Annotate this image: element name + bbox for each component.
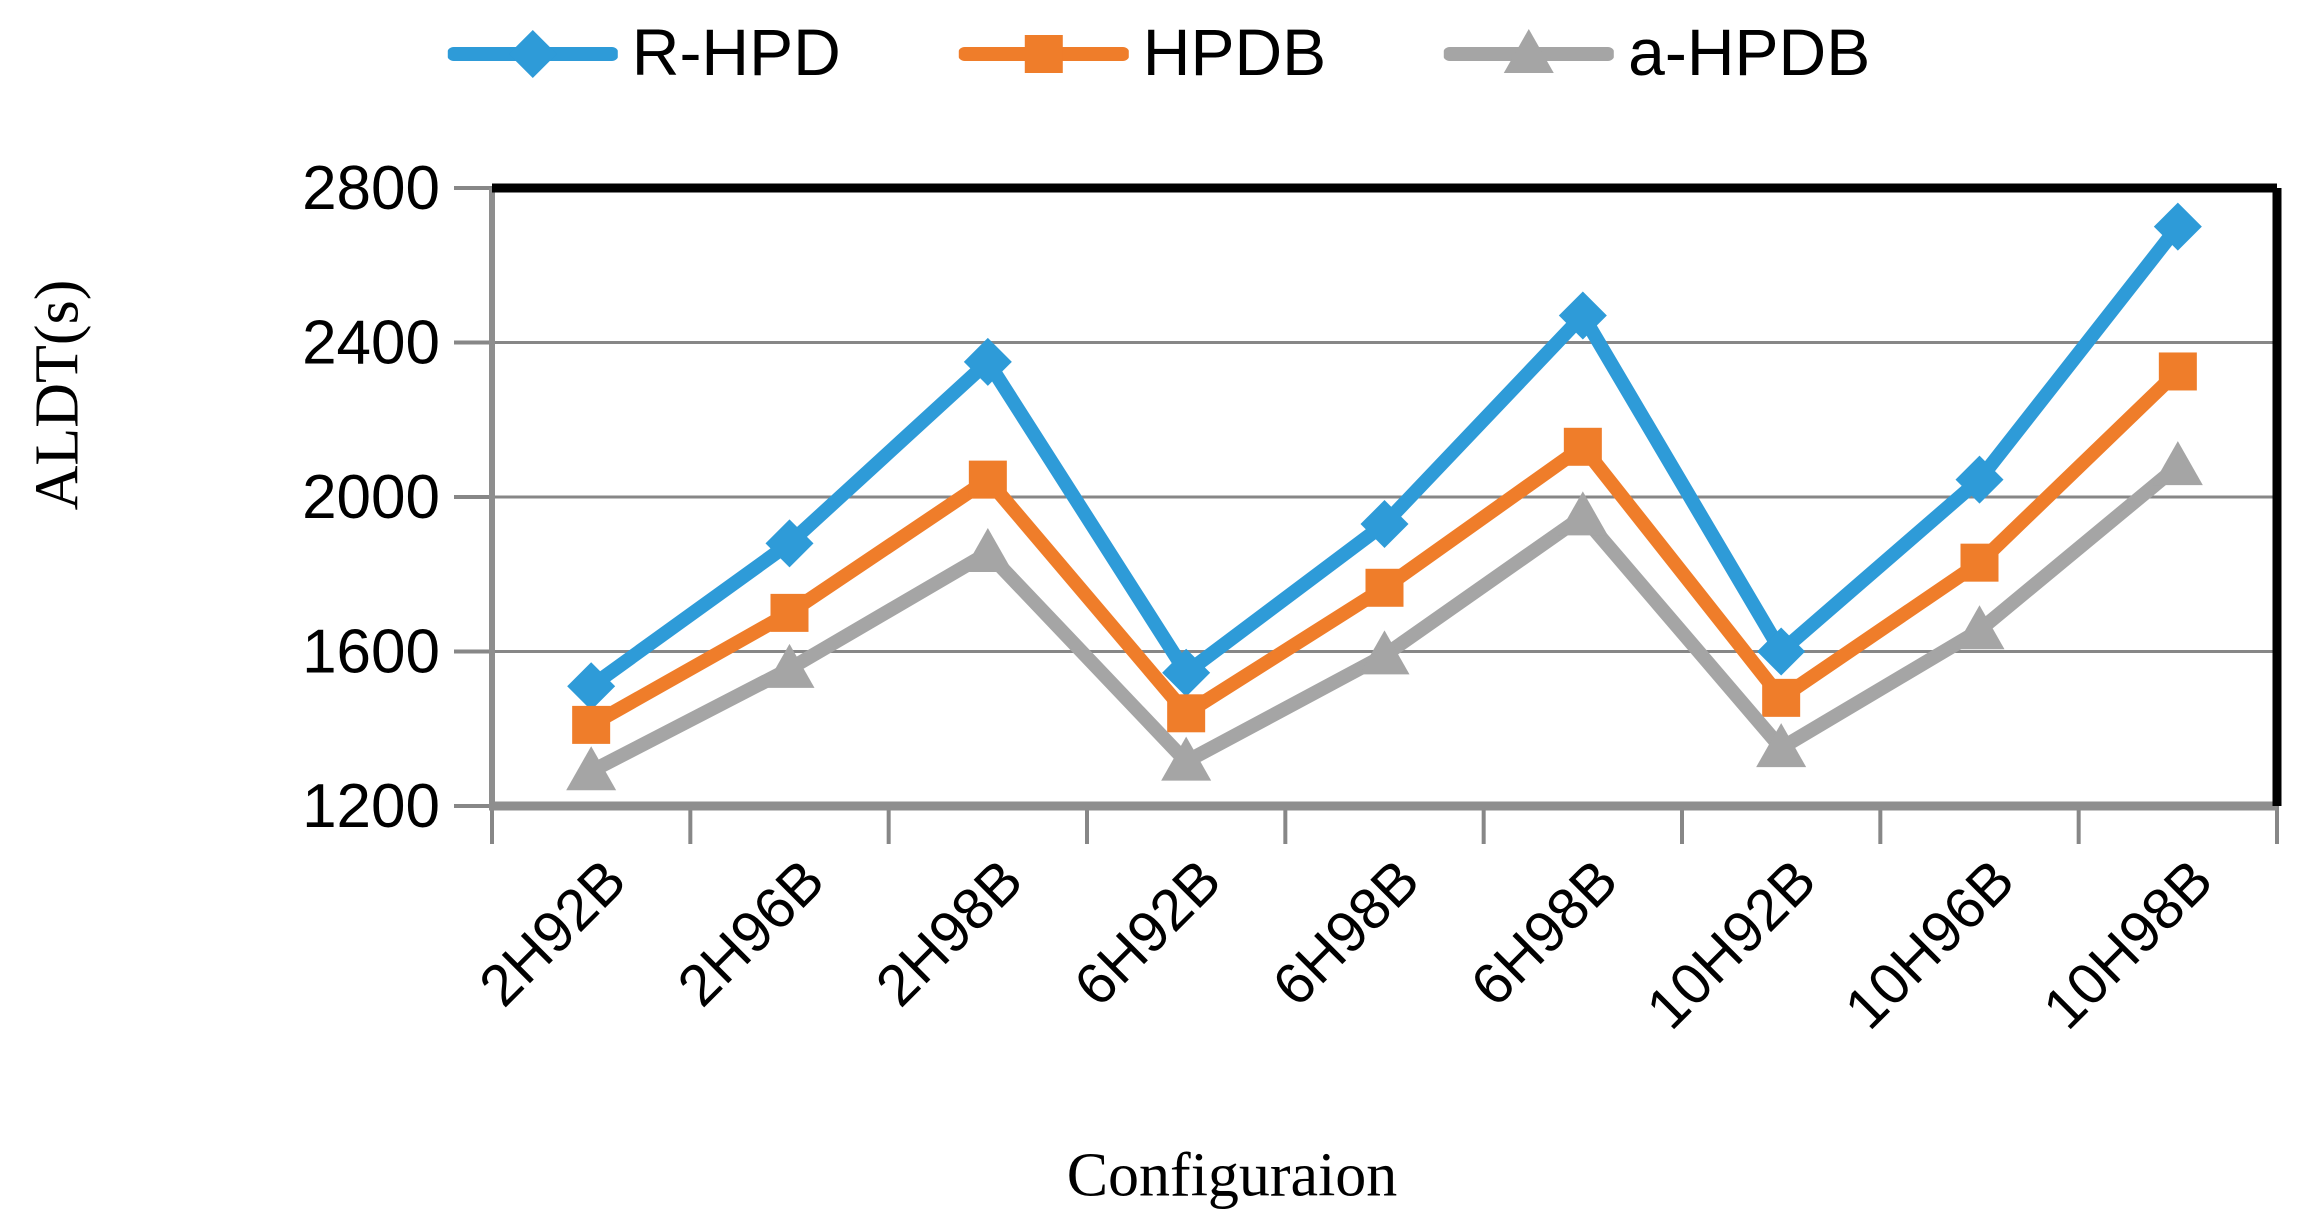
legend-square-icon	[958, 35, 1129, 73]
marker-diamond-R-HPD	[765, 519, 814, 568]
series-line-R-HPD	[584, 219, 2185, 694]
marker-square-HPDB	[770, 593, 809, 632]
marker-triangle-a-HPDB	[566, 746, 617, 791]
marker-triangle-a-HPDB	[1557, 491, 1608, 536]
chart-legend: R-HPD HPDB a-HPDB	[447, 14, 1870, 90]
y-tick-label: 2000	[302, 463, 440, 532]
legend-marker-diamond	[508, 30, 557, 78]
marker-square-HPDB	[1563, 427, 1602, 466]
marker-diamond-R-HPD	[567, 662, 616, 711]
legend-label: a-HPDB	[1628, 15, 1871, 89]
y-tick-label: 2800	[302, 154, 440, 223]
marker-diamond-R-HPD	[1955, 455, 2004, 504]
marker-diamond-R-HPD	[1360, 500, 1409, 549]
x-category-label: 10H98B	[2031, 847, 2225, 1041]
x-category-label: 2H98B	[864, 847, 1035, 1018]
y-tick-label: 1600	[302, 618, 440, 687]
legend-diamond-icon	[447, 30, 618, 78]
x-category-label: 10H92B	[1634, 847, 1828, 1041]
marker-square-HPDB	[1960, 543, 1999, 582]
marker-triangle-a-HPDB	[1756, 723, 1807, 768]
marker-diamond-R-HPD	[1757, 627, 1806, 676]
y-tick-label: 2400	[302, 309, 440, 378]
legend-marker-triangle	[1504, 29, 1555, 73]
marker-square-HPDB	[1167, 694, 1206, 733]
legend-marker-square	[1024, 35, 1063, 73]
x-category-label: 10H96B	[1833, 847, 2027, 1041]
marker-square-HPDB	[968, 460, 1007, 499]
marker-triangle-a-HPDB	[1954, 605, 2005, 650]
y-tick-label: 1200	[302, 772, 440, 841]
x-category-label: 6H98B	[1459, 847, 1630, 1018]
marker-diamond-R-HPD	[1558, 291, 1607, 340]
marker-square-HPDB	[1365, 568, 1404, 607]
marker-square-HPDB	[1762, 678, 1801, 717]
y-axis-title: ALDT(s)	[23, 279, 92, 511]
legend-item-HPDB: HPDB	[958, 14, 1327, 90]
legend-item-R-HPD: R-HPD	[447, 14, 841, 90]
legend-label: HPDB	[1142, 15, 1327, 89]
x-axis-title: Configuraion	[1066, 1141, 1398, 1210]
marker-triangle-a-HPDB	[764, 643, 815, 688]
x-category-label: 6H92B	[1062, 847, 1233, 1018]
marker-triangle-a-HPDB	[1161, 736, 1212, 781]
marker-triangle-a-HPDB	[1359, 630, 1410, 675]
x-category-label: 6H98B	[1260, 847, 1431, 1018]
marker-triangle-a-HPDB	[962, 528, 1013, 573]
legend-label: R-HPD	[631, 15, 841, 89]
marker-square-HPDB	[2158, 352, 2197, 391]
marker-diamond-R-HPD	[1162, 648, 1211, 697]
x-category-label: 2H92B	[467, 847, 638, 1018]
marker-square-HPDB	[572, 705, 611, 744]
legend-item-a-HPDB: a-HPDB	[1444, 14, 1870, 90]
legend-triangle-icon	[1444, 29, 1615, 73]
x-category-label: 2H96B	[665, 847, 836, 1018]
marker-diamond-R-HPD	[963, 337, 1012, 386]
marker-diamond-R-HPD	[2153, 202, 2202, 251]
marker-triangle-a-HPDB	[2152, 441, 2203, 486]
